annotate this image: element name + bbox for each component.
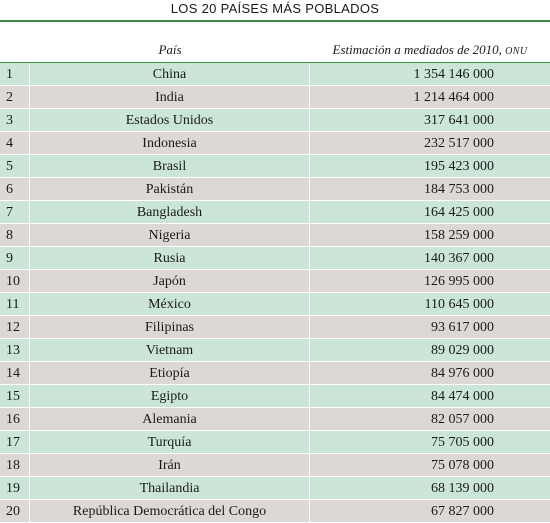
- population-cell: 84 474 000: [431, 389, 494, 404]
- rank-cell: 8: [0, 224, 30, 246]
- country-cell: Indonesia: [30, 132, 310, 154]
- table-row: 13 Vietnam 89 029 000: [0, 339, 550, 362]
- country-cell: Egipto: [30, 385, 310, 407]
- table-row: 8 Nigeria 158 259 000: [0, 224, 550, 247]
- table-header: País Estimación a mediados de 2010, ONU: [0, 38, 550, 62]
- country-cell: Irán: [30, 454, 310, 476]
- table-row: 14 Etiopía 84 976 000: [0, 362, 550, 385]
- rank-cell: 1: [0, 63, 30, 85]
- rank-cell: 13: [0, 339, 30, 361]
- population-cell: 110 645 000: [424, 297, 494, 312]
- population-cell: 126 995 000: [424, 274, 494, 289]
- country-cell: India: [30, 86, 310, 108]
- column-header-estimate-source: ONU: [505, 46, 528, 57]
- title-divider: [0, 20, 550, 22]
- rank-cell: 9: [0, 247, 30, 269]
- population-cell: 82 057 000: [431, 412, 494, 427]
- rank-cell: 12: [0, 316, 30, 338]
- population-cell: 232 517 000: [424, 136, 494, 151]
- country-cell: Bangladesh: [30, 201, 310, 223]
- rank-cell: 17: [0, 431, 30, 453]
- population-cell: 164 425 000: [424, 205, 494, 220]
- country-cell: México: [30, 293, 310, 315]
- rank-cell: 2: [0, 86, 30, 108]
- table-row: 16 Alemania 82 057 000: [0, 408, 550, 431]
- rank-cell: 20: [0, 500, 30, 522]
- column-header-country: País: [158, 42, 182, 57]
- country-cell: Rusia: [30, 247, 310, 269]
- rank-cell: 19: [0, 477, 30, 499]
- country-cell: Brasil: [30, 155, 310, 177]
- column-header-estimate-label: Estimación a mediados de 2010,: [332, 42, 502, 57]
- population-cell: 184 753 000: [424, 182, 494, 197]
- country-cell: Japón: [30, 270, 310, 292]
- rank-cell: 18: [0, 454, 30, 476]
- population-cell: 140 367 000: [424, 251, 494, 266]
- table-row: 15 Egipto 84 474 000: [0, 385, 550, 408]
- table-row: 20 República Democrática del Congo 67 827 …: [0, 500, 550, 523]
- rank-cell: 3: [0, 109, 30, 131]
- table-row: 5 Brasil 195 423 000: [0, 155, 550, 178]
- table-row: 17 Turquía 75 705 000: [0, 431, 550, 454]
- rank-cell: 4: [0, 132, 30, 154]
- table-row: 10 Japón 126 995 000: [0, 270, 550, 293]
- population-cell: 1 214 464 000: [413, 90, 495, 105]
- table-row: 12 Filipinas 93 617 000: [0, 316, 550, 339]
- population-cell: 67 827 000: [431, 504, 494, 519]
- population-cell: 317 641 000: [424, 113, 494, 128]
- table-row: 3 Estados Unidos 317 641 000: [0, 109, 550, 132]
- country-cell: China: [30, 63, 310, 85]
- table-row: 9 Rusia 140 367 000: [0, 247, 550, 270]
- table-row: 7 Bangladesh 164 425 000: [0, 201, 550, 224]
- population-cell: 68 139 000: [431, 481, 494, 496]
- table-row: 19 Thailandia 68 139 000: [0, 477, 550, 500]
- rank-cell: 10: [0, 270, 30, 292]
- population-cell: 84 976 000: [431, 366, 494, 381]
- table-row: 6 Pakistán 184 753 000: [0, 178, 550, 201]
- rank-cell: 7: [0, 201, 30, 223]
- table-row: 11 México 110 645 000: [0, 293, 550, 316]
- country-cell: Thailandia: [30, 477, 310, 499]
- table-row: 2 India 1 214 464 000: [0, 86, 550, 109]
- population-cell: 158 259 000: [424, 228, 494, 243]
- country-cell: Estados Unidos: [30, 109, 310, 131]
- population-cell: 195 423 000: [424, 159, 494, 174]
- population-cell: 75 705 000: [431, 435, 494, 450]
- table-row: 18 Irán 75 078 000: [0, 454, 550, 477]
- country-cell: Alemania: [30, 408, 310, 430]
- population-cell: 1 354 146 000: [413, 67, 495, 82]
- rank-cell: 6: [0, 178, 30, 200]
- population-cell: 75 078 000: [431, 458, 494, 473]
- table-title: LOS 20 PAÍSES MÁS POBLADOS: [170, 1, 380, 16]
- country-cell: Nigeria: [30, 224, 310, 246]
- country-cell: Filipinas: [30, 316, 310, 338]
- rank-cell: 5: [0, 155, 30, 177]
- table-row: 1 China 1 354 146 000: [0, 63, 550, 86]
- country-cell: Etiopía: [30, 362, 310, 384]
- rank-cell: 16: [0, 408, 30, 430]
- table-row: 4 Indonesia 232 517 000: [0, 132, 550, 155]
- country-cell: Vietnam: [30, 339, 310, 361]
- column-header-estimate: Estimación a mediados de 2010, ONU: [310, 38, 550, 62]
- population-cell: 89 029 000: [431, 343, 494, 358]
- country-cell: República Democrática del Congo: [30, 500, 310, 522]
- population-cell: 93 617 000: [431, 320, 494, 335]
- rank-cell: 15: [0, 385, 30, 407]
- country-cell: Pakistán: [30, 178, 310, 200]
- rank-cell: 14: [0, 362, 30, 384]
- rank-cell: 11: [0, 293, 30, 315]
- header-divider: [0, 62, 550, 63]
- country-cell: Turquía: [30, 431, 310, 453]
- table-body: 1 China 1 354 146 000 2 India 1 214 464 000 3 E…: [0, 63, 550, 523]
